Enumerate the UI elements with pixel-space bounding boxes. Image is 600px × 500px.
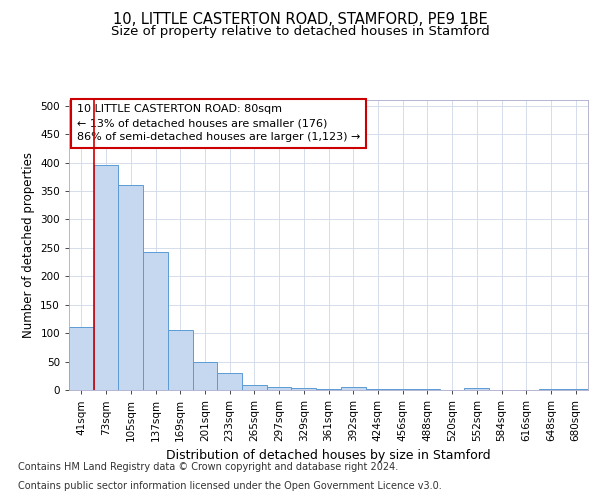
Text: Contains public sector information licensed under the Open Government Licence v3: Contains public sector information licen… — [18, 481, 442, 491]
Text: 10, LITTLE CASTERTON ROAD, STAMFORD, PE9 1BE: 10, LITTLE CASTERTON ROAD, STAMFORD, PE9… — [113, 12, 487, 28]
Bar — [69, 328, 94, 390]
Bar — [390, 389, 415, 390]
Bar — [563, 389, 588, 390]
Bar — [464, 388, 489, 390]
Bar — [143, 252, 168, 390]
Bar — [118, 186, 143, 390]
Bar — [242, 385, 267, 390]
Text: Contains HM Land Registry data © Crown copyright and database right 2024.: Contains HM Land Registry data © Crown c… — [18, 462, 398, 472]
Bar — [94, 166, 118, 390]
X-axis label: Distribution of detached houses by size in Stamford: Distribution of detached houses by size … — [166, 450, 491, 462]
Bar — [193, 362, 217, 390]
Text: Size of property relative to detached houses in Stamford: Size of property relative to detached ho… — [110, 25, 490, 38]
Y-axis label: Number of detached properties: Number of detached properties — [22, 152, 35, 338]
Bar — [341, 387, 365, 390]
Bar — [168, 330, 193, 390]
Text: 10 LITTLE CASTERTON ROAD: 80sqm
← 13% of detached houses are smaller (176)
86% o: 10 LITTLE CASTERTON ROAD: 80sqm ← 13% of… — [77, 104, 360, 142]
Bar — [267, 386, 292, 390]
Bar — [292, 388, 316, 390]
Bar — [217, 373, 242, 390]
